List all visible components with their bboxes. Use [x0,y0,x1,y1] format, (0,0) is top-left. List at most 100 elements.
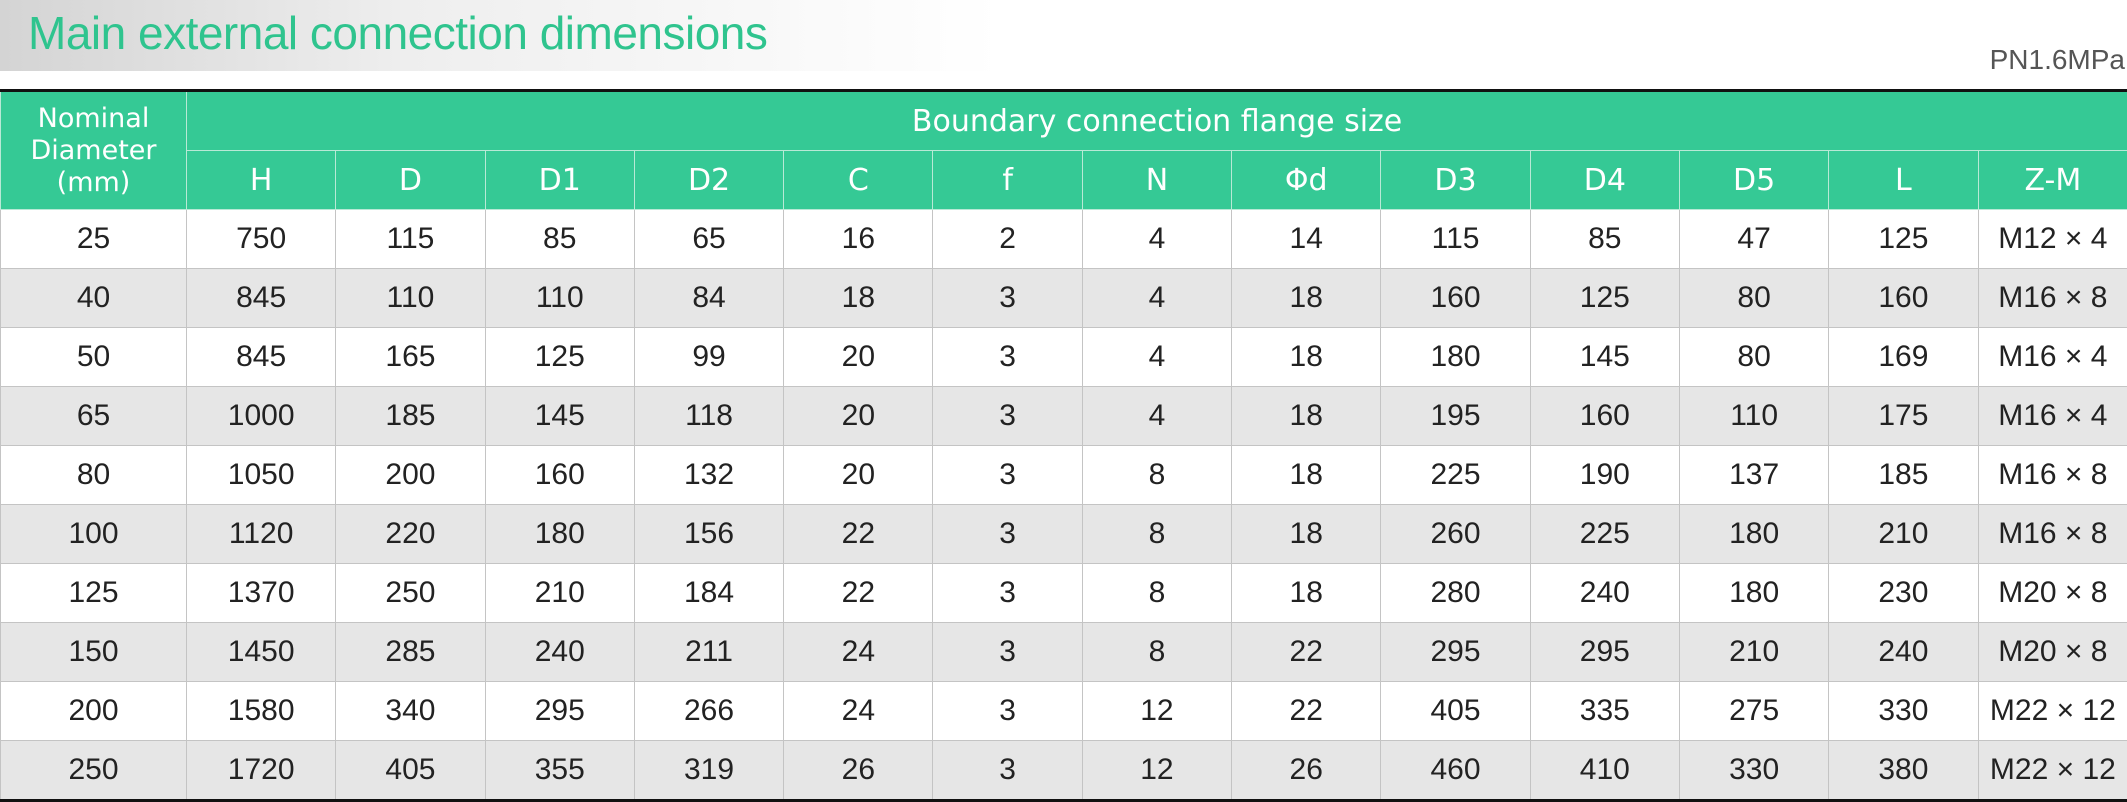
cell: 125 [485,328,634,387]
cell: 185 [336,387,485,446]
cell: 115 [1381,210,1530,269]
cell: 8 [1082,505,1231,564]
cell: 14 [1232,210,1381,269]
cell: 1120 [187,505,336,564]
cell: 18 [1232,446,1381,505]
column-header: D3 [1381,151,1530,210]
cell: 18 [1232,328,1381,387]
cell: 4 [1082,269,1231,328]
cell: 145 [485,387,634,446]
cell: M16 × 4 [1978,387,2127,446]
cell: 169 [1829,328,1978,387]
cell: 295 [485,682,634,741]
cell: 845 [187,328,336,387]
cell: 225 [1530,505,1679,564]
cell: 1580 [187,682,336,741]
cell: 2 [933,210,1082,269]
cell: 200 [336,446,485,505]
cell: 3 [933,269,1082,328]
column-header: D4 [1530,151,1679,210]
nominal-diameter: 250 [1,741,187,801]
cell: 20 [784,328,933,387]
cell: 156 [634,505,783,564]
cell: 160 [1530,387,1679,446]
cell: 85 [485,210,634,269]
cell: 16 [784,210,933,269]
cell: 18 [1232,387,1381,446]
cell: 84 [634,269,783,328]
cell: 210 [485,564,634,623]
cell: 8 [1082,623,1231,682]
cell: 180 [1381,328,1530,387]
cell: M16 × 8 [1978,269,2127,328]
cell: 22 [1232,623,1381,682]
cell: 137 [1679,446,1828,505]
cell: 184 [634,564,783,623]
nominal-diameter: 150 [1,623,187,682]
cell: 3 [933,446,1082,505]
cell: 1370 [187,564,336,623]
cell: 65 [634,210,783,269]
cell: 1050 [187,446,336,505]
cell: 12 [1082,741,1231,801]
cell: 80 [1679,269,1828,328]
cell: 132 [634,446,783,505]
cell: 335 [1530,682,1679,741]
cell: 4 [1082,387,1231,446]
nominal-diameter: 200 [1,682,187,741]
cell: 160 [1381,269,1530,328]
cell: 18 [1232,505,1381,564]
cell: 145 [1530,328,1679,387]
cell: 280 [1381,564,1530,623]
cell: 845 [187,269,336,328]
nominal-diameter: 125 [1,564,187,623]
nominal-diameter: 40 [1,269,187,328]
cell: 750 [187,210,336,269]
cell: 160 [1829,269,1978,328]
cell: 180 [485,505,634,564]
cell: 230 [1829,564,1978,623]
cell: 380 [1829,741,1978,801]
cell: 80 [1679,328,1828,387]
cell: 405 [1381,682,1530,741]
cell: 180 [1679,564,1828,623]
pressure-rating: PN1.6MPa [1990,44,2125,76]
cell: 275 [1679,682,1828,741]
cell: 405 [336,741,485,801]
cell: 22 [784,505,933,564]
cell: M16 × 8 [1978,505,2127,564]
cell: 285 [336,623,485,682]
cell: 22 [784,564,933,623]
column-header: D [336,151,485,210]
cell: 118 [634,387,783,446]
cell: 20 [784,446,933,505]
cell: 180 [1679,505,1828,564]
cell: 18 [1232,269,1381,328]
title: Main external connection dimensions [28,6,767,60]
column-header: D5 [1679,151,1828,210]
column-header: Φd [1232,151,1381,210]
cell: 18 [784,269,933,328]
column-header: C [784,151,933,210]
cell: 12 [1082,682,1231,741]
cell: 295 [1381,623,1530,682]
dimensions-table: Nominal Diameter (mm) Boundary connectio… [0,89,2127,802]
cell: 125 [1829,210,1978,269]
cell: 319 [634,741,783,801]
cell: 26 [1232,741,1381,801]
cell: 220 [336,505,485,564]
cell: 3 [933,505,1082,564]
cell: M22 × 12 [1978,741,2127,801]
column-header: N [1082,151,1231,210]
cell: 8 [1082,446,1231,505]
cell: 340 [336,682,485,741]
